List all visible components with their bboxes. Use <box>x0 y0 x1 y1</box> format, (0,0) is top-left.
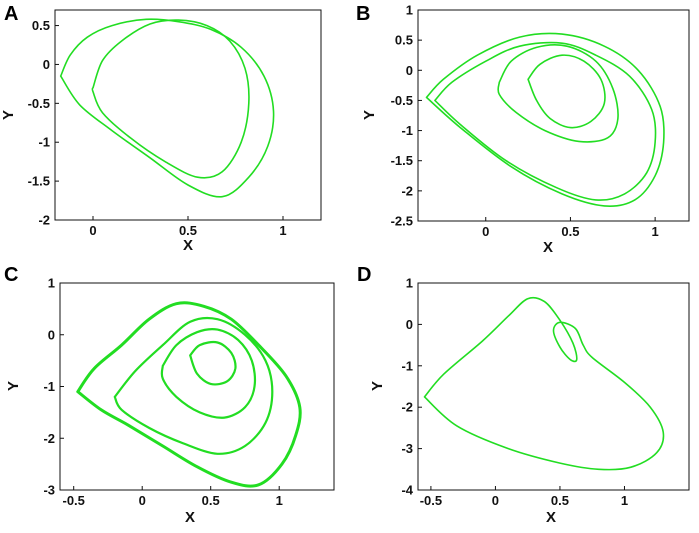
y-tick-label-d: 0 <box>406 317 413 332</box>
y-tick-label-a: 0.5 <box>32 18 50 33</box>
y-tick-label-c: 1 <box>48 276 55 291</box>
y-tick-label-b: -0.5 <box>391 93 413 108</box>
y-tick-label-d: -3 <box>401 441 413 456</box>
y-axis-label-c: Y <box>5 381 22 391</box>
x-tick-label-d: 0.5 <box>551 493 569 508</box>
panel-letter-a: A <box>4 3 18 25</box>
x-axis-label-b: X <box>543 239 553 256</box>
y-tick-label-d: -2 <box>401 400 413 415</box>
y-tick-label-c: 0 <box>48 327 55 342</box>
trajectory-line-b <box>497 44 619 143</box>
y-tick-label-d: -1 <box>401 358 413 373</box>
y-tick-label-b: -1 <box>401 123 413 138</box>
x-tick-label-c: 0.5 <box>202 493 220 508</box>
y-tick-label-a: -0.5 <box>28 96 50 111</box>
trajectory-line-b <box>434 41 657 201</box>
x-ticks-b: 0 0.5 1 <box>482 217 659 239</box>
plot-frame-d <box>417 282 690 491</box>
y-ticks-b: 1 0.5 0 -0.5 -1 -1.5 -2 -2.5 <box>391 3 422 229</box>
y-ticks-d: 1 0 -1 -2 -3 -4 <box>401 276 422 498</box>
panel-b: B 0 0.5 1 10.50-0.5-1-1.5-2-2.5 X Y <box>356 3 690 256</box>
x-tick-label-c: 0 <box>139 493 146 508</box>
y-tick-label-b: -1.5 <box>391 153 413 168</box>
trajectory-line-c <box>113 316 274 455</box>
y-tick-label-a: 0 <box>43 57 50 72</box>
x-tick-label-b: 0 <box>482 224 489 239</box>
trajectory-line-b <box>527 54 606 129</box>
y-axis-label-a: Y <box>0 110 17 120</box>
x-ticks-d: -0.5 0 0.5 1 <box>420 486 628 508</box>
x-tick-label-b: 0.5 <box>561 224 579 239</box>
curves-d <box>423 296 665 471</box>
panel-letter-b: B <box>356 3 370 25</box>
panel-d: D -0.5 0 0.5 1 1 0 -1 -2 -3 -4 X Y <box>357 264 690 526</box>
y-tick-label-b: -2.5 <box>391 214 413 229</box>
y-tick-label-b: 0.5 <box>395 33 413 48</box>
y-axis-label-d: Y <box>369 381 386 391</box>
trajectory-line-c <box>160 327 257 419</box>
x-ticks-c: -0.5 0 0.5 1 <box>62 486 283 508</box>
y-tick-label-a: -1 <box>38 135 50 150</box>
trajectory-line-a <box>91 19 250 179</box>
x-tick-label-a: 0.5 <box>179 223 197 238</box>
y-tick-label-b: 1 <box>406 3 413 18</box>
plot-frame-b <box>417 9 690 222</box>
y-ticks-a: 0.5 0 -0.5 -1 -1.5 -2 <box>28 18 59 228</box>
y-ticks-c: 1 0 -1 -2 -3 <box>43 276 64 498</box>
curves-c <box>76 301 302 488</box>
y-tick-label-b: 0 <box>406 63 413 78</box>
trajectory-line-b <box>425 32 665 207</box>
x-tick-label-d: 0 <box>492 493 499 508</box>
trajectory-line-c <box>76 301 302 488</box>
trajectory-line-c <box>189 340 237 386</box>
curves-b <box>425 32 665 207</box>
panel-a: A 0 0.5 1 0.50-0.5-1-1.5-2 X Y <box>0 3 322 254</box>
y-tick-label-c: -3 <box>43 483 55 498</box>
y-tick-label-a: -1.5 <box>28 174 50 189</box>
x-tick-label-c: 1 <box>276 493 283 508</box>
x-tick-label-c: -0.5 <box>62 493 84 508</box>
panel-c: C -0.5 0 0.5 1 1 0 -1 -2 -3 X Y <box>4 264 335 526</box>
plot-frame-a <box>54 9 322 221</box>
x-tick-label-d: -0.5 <box>420 493 442 508</box>
y-tick-label-c: -1 <box>43 379 55 394</box>
panel-letter-c: C <box>4 264 18 286</box>
x-axis-label-d: X <box>546 509 556 526</box>
curves-a <box>59 18 275 198</box>
x-ticks-a: 0 0.5 1 <box>89 216 287 238</box>
y-axis-label-b: Y <box>361 110 378 120</box>
x-axis-label-a: X <box>183 237 193 254</box>
x-axis-label-c: X <box>185 509 195 526</box>
x-tick-label-a: 0 <box>89 223 96 238</box>
y-tick-label-d: -4 <box>401 483 413 498</box>
x-tick-label-b: 1 <box>652 224 659 239</box>
x-tick-label-a: 1 <box>279 223 286 238</box>
y-tick-label-c: -2 <box>43 431 55 446</box>
trajectory-line-d <box>423 296 665 471</box>
y-tick-label-a: -2 <box>38 213 50 228</box>
x-tick-label-d: 1 <box>621 493 628 508</box>
panel-letter-d: D <box>357 264 371 286</box>
y-tick-label-b: -2 <box>401 183 413 198</box>
trajectory-line-a <box>59 18 275 198</box>
y-tick-label-d: 1 <box>406 276 413 291</box>
